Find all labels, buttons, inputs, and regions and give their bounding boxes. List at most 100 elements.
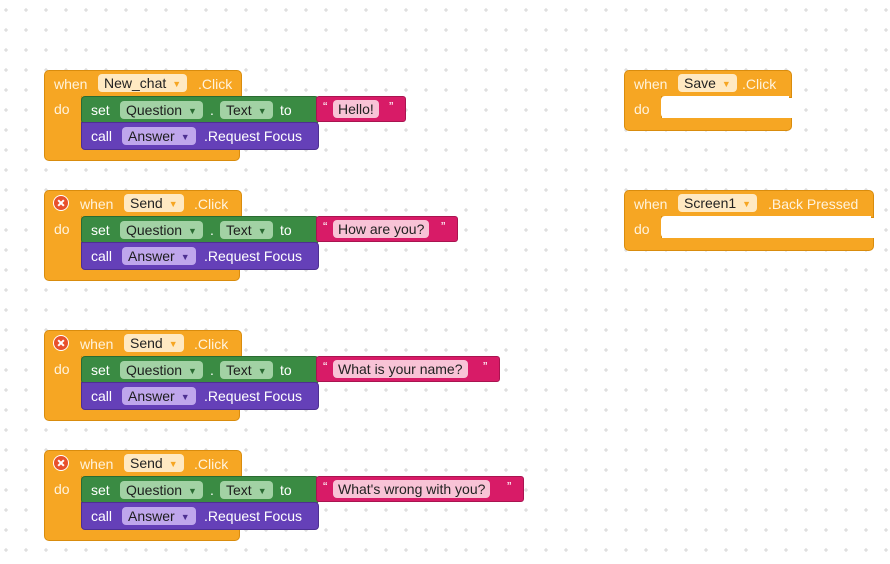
grid-dot bbox=[444, 128, 448, 132]
empty-event-block-screen1[interactable]: when Screen1 ▼ .Back Pressed do bbox=[624, 190, 874, 252]
grid-dot bbox=[384, 188, 388, 192]
call-component-dropdown[interactable]: Answer ▼ bbox=[122, 247, 196, 265]
grid-dot bbox=[604, 208, 608, 212]
grid-dot bbox=[124, 28, 128, 32]
set-property-block[interactable]: set Question ▼. Text ▼ to bbox=[81, 476, 319, 504]
component-dropdown[interactable]: Screen1 ▼ bbox=[678, 194, 758, 212]
text-string-block[interactable]: “ How are you? ” bbox=[316, 216, 458, 242]
grid-dot bbox=[224, 548, 228, 552]
set-component-dropdown[interactable]: Question ▼ bbox=[120, 361, 203, 379]
component-dropdown[interactable]: Send ▼ bbox=[124, 454, 184, 472]
set-property-block[interactable]: set Question ▼. Text ▼ to bbox=[81, 96, 319, 124]
grid-dot bbox=[584, 348, 588, 352]
set-property-dropdown[interactable]: Text ▼ bbox=[220, 101, 273, 119]
text-value-field[interactable]: Hello! bbox=[333, 100, 379, 118]
grid-dot bbox=[564, 188, 568, 192]
set-property-block[interactable]: set Question ▼. Text ▼ to bbox=[81, 356, 319, 384]
grid-dot bbox=[744, 148, 748, 152]
grid-dot bbox=[604, 468, 608, 472]
grid-dot bbox=[464, 448, 468, 452]
component-dropdown[interactable]: Send ▼ bbox=[124, 194, 184, 212]
grid-dot bbox=[824, 328, 828, 332]
grid-dot bbox=[584, 28, 588, 32]
grid-dot bbox=[564, 268, 568, 272]
grid-dot bbox=[644, 308, 648, 312]
empty-statement-slot bbox=[661, 96, 789, 118]
call-component-dropdown[interactable]: Answer ▼ bbox=[122, 507, 196, 525]
call-method-block[interactable]: call Answer ▼ .Request Focus bbox=[81, 382, 319, 410]
grid-dot bbox=[464, 248, 468, 252]
grid-dot bbox=[564, 228, 568, 232]
grid-dot bbox=[204, 8, 208, 12]
component-dropdown[interactable]: Send ▼ bbox=[124, 334, 184, 352]
event-name: .Back Pressed bbox=[768, 196, 859, 212]
grid-dot bbox=[404, 348, 408, 352]
grid-dot bbox=[824, 488, 828, 492]
grid-dot bbox=[744, 328, 748, 332]
set-property-dropdown[interactable]: Text ▼ bbox=[220, 481, 273, 499]
grid-dot bbox=[44, 288, 48, 292]
empty-event-block-save[interactable]: when Save ▼ .Click do bbox=[624, 70, 792, 132]
component-dropdown[interactable]: Save ▼ bbox=[678, 74, 737, 92]
error-icon[interactable] bbox=[53, 195, 69, 211]
set-component-dropdown[interactable]: Question ▼ bbox=[120, 481, 203, 499]
set-property-dropdown[interactable]: Text ▼ bbox=[220, 221, 273, 239]
grid-dot bbox=[744, 508, 748, 512]
grid-dot bbox=[444, 468, 448, 472]
event-block-new-chat[interactable]: when New_chat ▼ .Click do set Question ▼. Text ▼ t… bbox=[44, 70, 524, 162]
set-property-block[interactable]: set Question ▼. Text ▼ to bbox=[81, 216, 319, 244]
grid-dot bbox=[284, 448, 288, 452]
grid-dot bbox=[584, 128, 588, 132]
grid-dot bbox=[504, 308, 508, 312]
grid-dot bbox=[644, 408, 648, 412]
grid-dot bbox=[24, 88, 28, 92]
grid-dot bbox=[204, 168, 208, 172]
grid-dot bbox=[644, 348, 648, 352]
event-block-send[interactable]: when Send ▼ .Click do set Question ▼. Text ▼ to “ Wh… bbox=[44, 450, 524, 542]
call-component-dropdown[interactable]: Answer ▼ bbox=[122, 387, 196, 405]
set-component-dropdown[interactable]: Question ▼ bbox=[120, 101, 203, 119]
call-component-dropdown[interactable]: Answer ▼ bbox=[122, 127, 196, 145]
grid-dot bbox=[24, 188, 28, 192]
set-component-dropdown[interactable]: Question ▼ bbox=[120, 221, 203, 239]
grid-dot bbox=[804, 508, 808, 512]
grid-dot bbox=[104, 428, 108, 432]
grid-dot bbox=[784, 468, 788, 472]
grid-dot bbox=[344, 528, 348, 532]
call-method-block[interactable]: call Answer ▼ .Request Focus bbox=[81, 122, 319, 150]
text-value-field[interactable]: How are you? bbox=[333, 220, 430, 238]
grid-dot bbox=[384, 328, 388, 332]
grid-dot bbox=[824, 68, 828, 72]
error-icon[interactable] bbox=[53, 335, 69, 351]
call-method-block[interactable]: call Answer ▼ .Request Focus bbox=[81, 242, 319, 270]
grid-dot bbox=[24, 388, 28, 392]
grid-dot bbox=[424, 8, 428, 12]
component-dropdown[interactable]: New_chat ▼ bbox=[98, 74, 188, 92]
grid-dot bbox=[584, 8, 588, 12]
grid-dot bbox=[424, 148, 428, 152]
grid-dot bbox=[324, 268, 328, 272]
grid-dot bbox=[824, 28, 828, 32]
grid-dot bbox=[504, 168, 508, 172]
event-block-send[interactable]: when Send ▼ .Click do set Question ▼. Text ▼ to “ Wh… bbox=[44, 330, 524, 422]
text-value-field[interactable]: What's wrong with you? bbox=[333, 480, 491, 498]
set-property-dropdown[interactable]: Text ▼ bbox=[220, 361, 273, 379]
grid-dot bbox=[184, 8, 188, 12]
grid-dot bbox=[484, 48, 488, 52]
grid-dot bbox=[884, 108, 888, 112]
text-string-block[interactable]: “ What is your name? ” bbox=[316, 356, 500, 382]
grid-dot bbox=[424, 88, 428, 92]
grid-dot bbox=[424, 108, 428, 112]
grid-dot bbox=[484, 8, 488, 12]
error-icon[interactable] bbox=[53, 455, 69, 471]
call-method-block[interactable]: call Answer ▼ .Request Focus bbox=[81, 502, 319, 530]
grid-dot bbox=[844, 428, 848, 432]
grid-dot bbox=[504, 328, 508, 332]
event-block-send[interactable]: when Send ▼ .Click do set Question ▼. Text ▼ to “ Ho… bbox=[44, 190, 524, 282]
text-string-block[interactable]: “ Hello! ” bbox=[316, 96, 406, 122]
grid-dot bbox=[424, 188, 428, 192]
text-value-field[interactable]: What is your name? bbox=[333, 360, 468, 378]
grid-dot bbox=[864, 388, 868, 392]
text-string-block[interactable]: “ What's wrong with you? ” bbox=[316, 476, 524, 502]
